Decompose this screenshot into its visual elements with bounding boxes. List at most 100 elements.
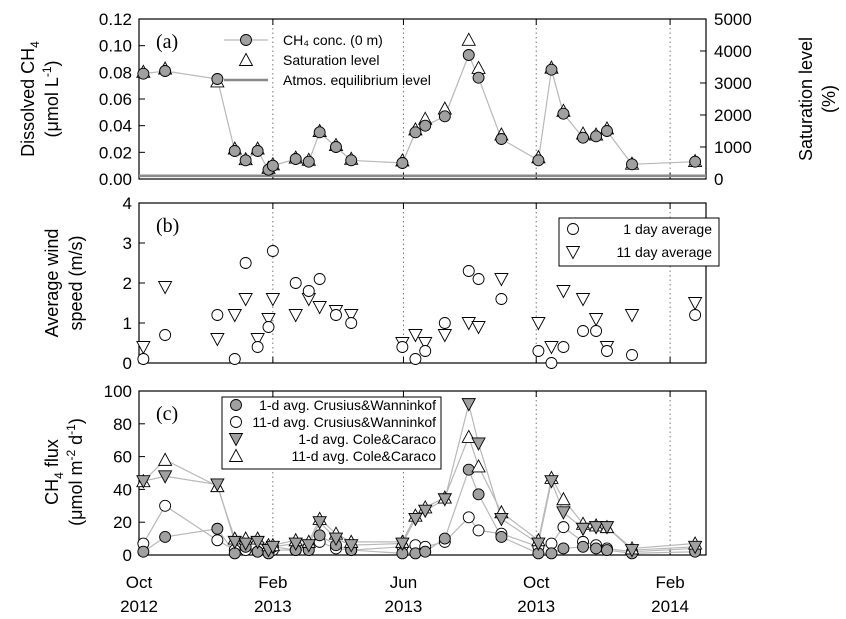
y-tick-label: 100 xyxy=(104,382,132,401)
data-point-cw-1day xyxy=(159,531,172,543)
legend-box-c xyxy=(221,396,442,470)
data-point-wind-11day xyxy=(461,317,477,331)
legend-label-cc-1day: 1-d avg. Cole&Caraco xyxy=(298,431,436,447)
data-point-cc-1day xyxy=(265,540,281,555)
x-tick-month: Feb xyxy=(258,573,287,592)
data-point-wind-11day xyxy=(624,309,640,323)
x-tick-year: 2012 xyxy=(120,597,158,616)
y-tick-label: 0 xyxy=(123,546,132,565)
legend-marker-ch4-conc xyxy=(240,34,252,46)
data-point-cc-1day xyxy=(531,537,546,551)
data-point-cc-11day xyxy=(556,491,571,506)
data-point-cc-1day xyxy=(395,537,410,551)
data-point-ch4-conc xyxy=(266,159,279,172)
data-point-saturation xyxy=(461,32,477,46)
data-point-wind-11day xyxy=(687,297,703,311)
data-point-ch4-conc xyxy=(545,63,558,76)
data-point-cc-1day xyxy=(408,512,423,527)
x-tick-month: Oct xyxy=(523,573,550,592)
data-point-cw-1day xyxy=(495,531,508,543)
data-point-wind-1day xyxy=(409,353,422,365)
y-tick-label: 0.02 xyxy=(99,143,132,162)
data-point-cw-1day xyxy=(438,532,451,545)
data-point-ch4-conc xyxy=(409,126,422,139)
data-point-cc-11day xyxy=(461,429,477,443)
data-point-wind-1day xyxy=(545,357,558,369)
data-point-wind-1day xyxy=(239,257,252,269)
data-point-wind-1day xyxy=(313,273,326,285)
data-point-wind-11day xyxy=(157,281,173,295)
data-point-wind-1day xyxy=(289,277,302,289)
data-point-ch4-conc xyxy=(495,133,508,145)
legend-label-ch4-conc: CH₄ conc. (0 m) xyxy=(283,32,383,48)
y-tick-label: 20 xyxy=(113,513,132,532)
data-point-wind-1day xyxy=(601,345,613,357)
data-point-wind-1day xyxy=(577,325,589,337)
data-point-wind-11day xyxy=(575,293,591,307)
y-tick-label: 4 xyxy=(123,194,132,213)
x-tick-month: Oct xyxy=(126,573,153,592)
x-tick-month: Feb xyxy=(655,573,684,592)
data-point-cc-1day xyxy=(301,539,317,553)
panel-label: (b) xyxy=(156,215,179,237)
data-point-wind-1day xyxy=(472,273,485,285)
y-axis-label-c-line1: CH4 flux xyxy=(42,439,66,505)
y-tick-label: 0.10 xyxy=(99,37,132,56)
data-point-cc-1day xyxy=(417,504,433,519)
legend-label-cw-11day: 11-d avg. Crusius&Wanninkof xyxy=(252,414,436,430)
data-point-cc-1day xyxy=(157,470,173,484)
panel-label: (a) xyxy=(156,31,178,53)
data-point-wind-1day xyxy=(689,309,702,321)
data-point-wind-11day xyxy=(312,301,327,315)
y2-tick-label: 4000 xyxy=(714,42,752,61)
legend-marker-wind-11day xyxy=(565,246,581,260)
y-tick-label: 2 xyxy=(123,274,132,293)
data-point-wind-1day xyxy=(251,341,264,353)
data-point-ch4-conc xyxy=(330,141,342,153)
data-point-cw-1day xyxy=(545,547,558,560)
data-point-cw-1day xyxy=(211,522,224,535)
data-point-wind-11day xyxy=(494,273,509,287)
data-point-ch4-conc xyxy=(396,157,409,169)
series-line-cw-1day xyxy=(143,468,696,555)
data-point-cw-1day xyxy=(462,463,475,476)
data-point-wind-11day xyxy=(408,329,423,343)
data-point-wind-11day xyxy=(531,317,546,331)
y2-tick-label: 2000 xyxy=(714,106,752,125)
data-point-ch4-conc xyxy=(345,154,358,167)
data-point-cw-1day xyxy=(409,547,422,560)
data-point-wind-1day xyxy=(626,349,638,361)
data-point-wind-11day xyxy=(227,309,243,323)
data-point-wind-11day xyxy=(210,333,225,347)
data-point-cw-11day xyxy=(211,534,224,547)
data-point-cw-1day xyxy=(590,542,603,555)
y-axis-label-a-line2: (μmol L-1) xyxy=(40,60,62,137)
data-point-ch4-conc xyxy=(251,145,264,157)
data-point-wind-11day xyxy=(250,333,265,347)
data-point-cc-1day xyxy=(238,537,253,551)
data-point-wind-1day xyxy=(330,309,342,321)
data-point-cc-1day xyxy=(288,537,303,551)
data-point-wind-1day xyxy=(137,353,150,365)
y-axis-label-c-line2: (μmol m-2 d-1) xyxy=(64,418,86,526)
data-point-wind-1day xyxy=(211,309,224,321)
data-point-cw-11day xyxy=(462,511,475,524)
data-point-cw-11day xyxy=(545,537,558,550)
data-point-wind-11day xyxy=(261,313,276,327)
data-point-wind-11day xyxy=(288,309,303,323)
x-tick-year: 2014 xyxy=(651,597,689,616)
data-point-cw-11day xyxy=(472,524,485,537)
data-point-cc-1day xyxy=(343,539,359,553)
data-point-ch4-conc xyxy=(159,65,172,77)
data-point-cw-1day xyxy=(577,540,589,553)
y-tick-label: 0.06 xyxy=(99,90,132,109)
data-point-ch4-conc xyxy=(577,131,589,144)
data-point-cw-11day xyxy=(557,521,570,534)
y-tick-label: 80 xyxy=(113,415,132,434)
data-point-ch4-conc xyxy=(302,155,315,168)
data-point-cc-1day xyxy=(556,506,571,520)
legend-box-b xyxy=(558,217,720,267)
data-point-cc-1day xyxy=(250,535,265,550)
y2-axis-label-line2: (%) xyxy=(819,85,839,113)
data-point-cc-1day xyxy=(624,544,640,558)
